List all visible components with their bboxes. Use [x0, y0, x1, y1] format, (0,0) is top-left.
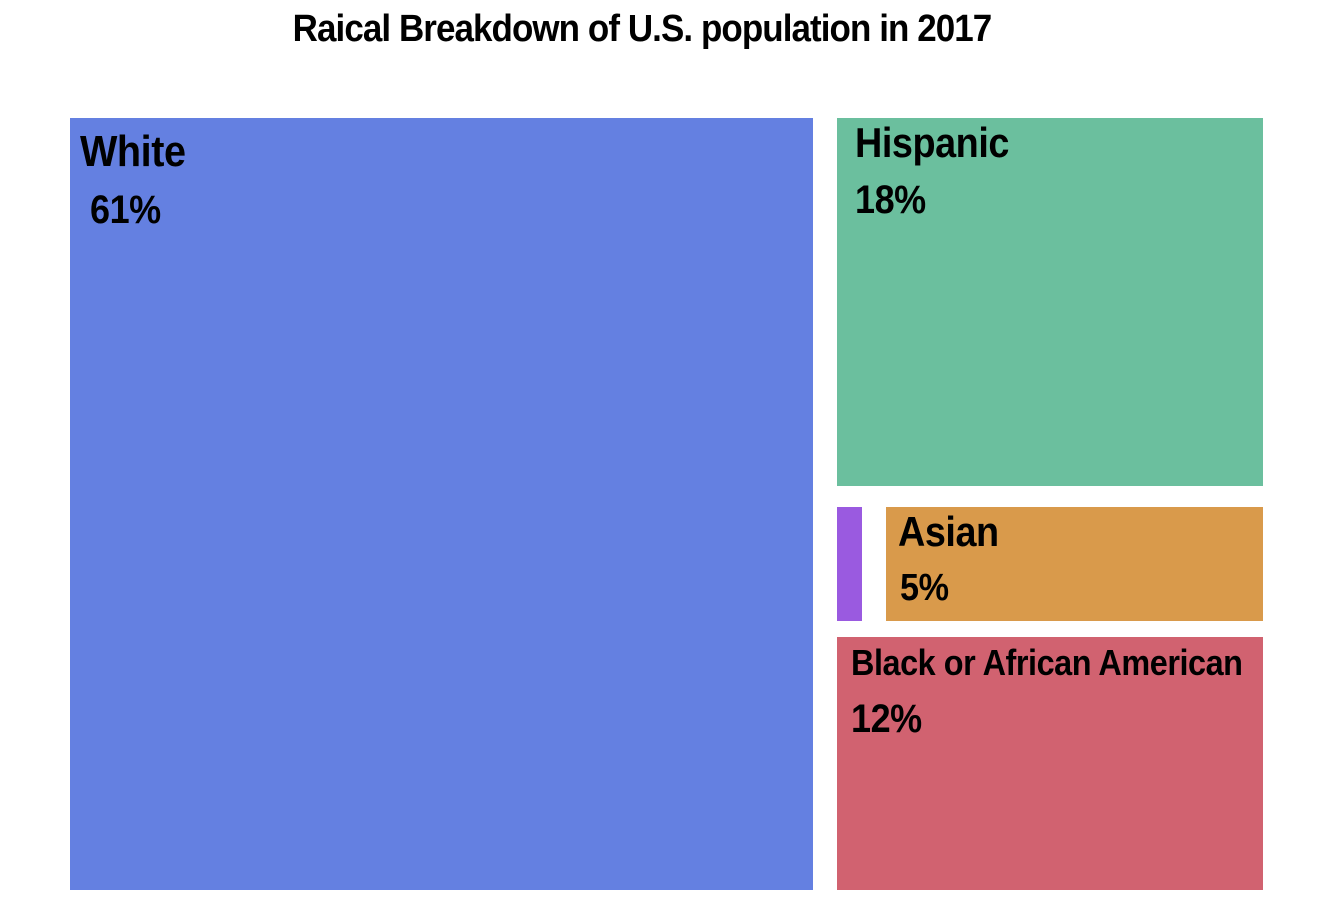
tile-name-hispanic: Hispanic: [855, 119, 1009, 166]
tile-value-white: 61%: [90, 188, 161, 232]
tile-name-black-or-african-american: Black or African American: [851, 642, 1243, 683]
tile-asian: Asian 5%: [886, 507, 1263, 621]
tile-value-hispanic: 18%: [855, 178, 926, 222]
tile-hispanic: Hispanic 18%: [837, 118, 1263, 486]
tile-black-or-african-american: Black or African American 12%: [837, 637, 1263, 890]
chart-title: Raical Breakdown of U.S. population in 2…: [292, 8, 993, 50]
tile-name-white: White: [80, 127, 186, 176]
tile-name-asian: Asian: [898, 508, 999, 555]
tile-value-asian: 5%: [900, 567, 949, 609]
tile-other: [837, 507, 862, 621]
tile-white: White 61%: [70, 118, 813, 890]
tile-value-black-or-african-american: 12%: [851, 697, 922, 741]
